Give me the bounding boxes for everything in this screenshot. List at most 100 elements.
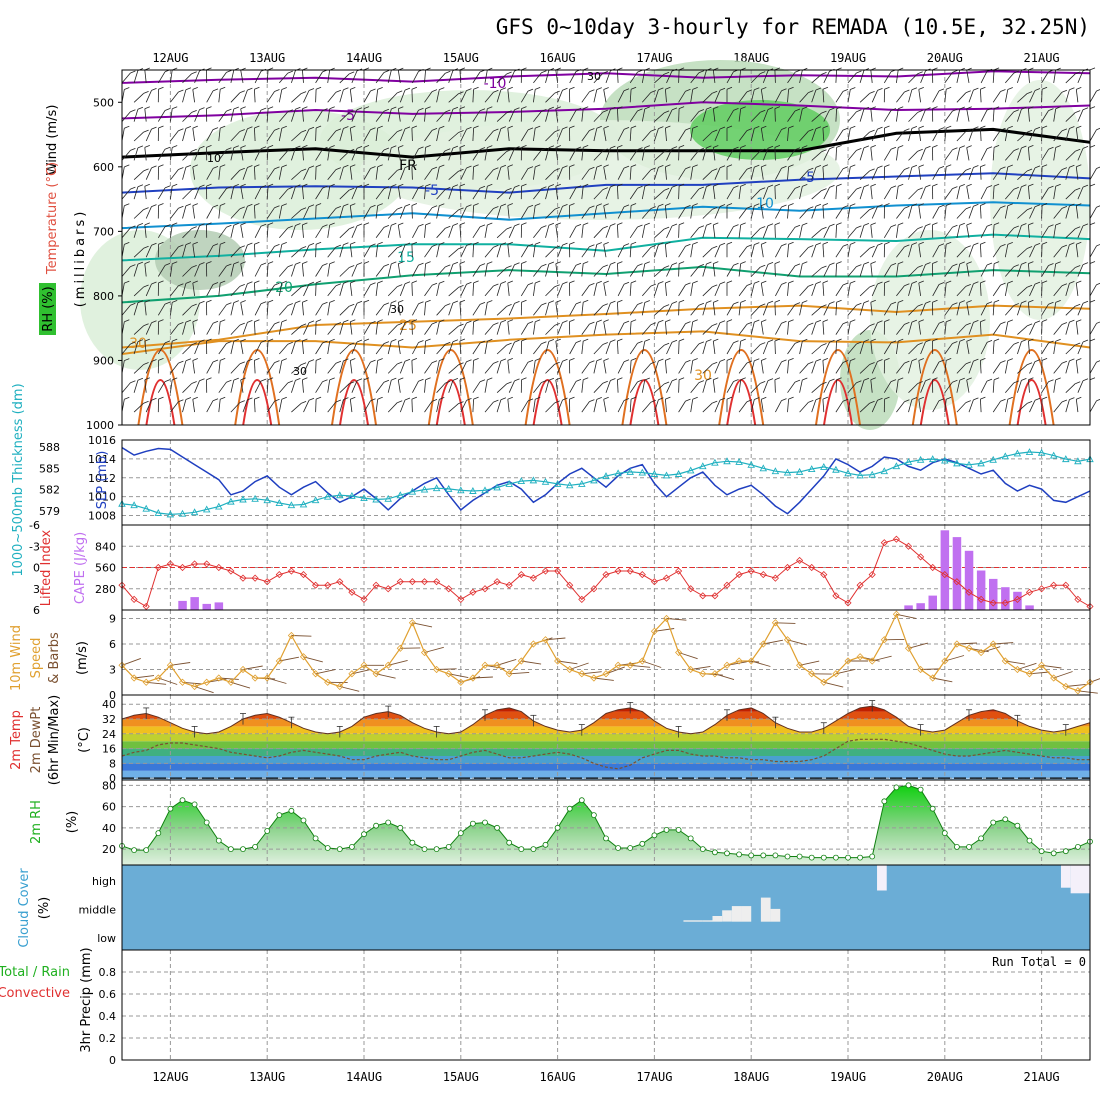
wind-barb <box>986 185 993 188</box>
wind-barb <box>185 126 192 129</box>
wind-barb <box>302 222 308 226</box>
wind-barb <box>575 224 582 227</box>
panel-frame <box>121 949 1091 1061</box>
wind-barb <box>690 89 694 103</box>
cape-bar <box>1001 587 1010 610</box>
wind-barb <box>918 358 924 361</box>
wind-barb <box>448 287 459 297</box>
wind-barb <box>993 183 1000 187</box>
wind-barb <box>473 203 479 206</box>
wind-barb <box>278 266 289 277</box>
wind-barb <box>610 107 616 110</box>
wind-barb <box>356 184 363 188</box>
wind-barb <box>836 183 842 187</box>
wind-barb <box>896 362 905 374</box>
wind-barb <box>938 166 945 169</box>
wind-barb <box>170 324 179 335</box>
wind-barb <box>194 148 200 161</box>
wind-barb <box>1000 282 1006 286</box>
wind-barb <box>754 242 760 245</box>
wind-barb <box>726 110 734 122</box>
wind-barb <box>351 264 358 277</box>
thickness-marker <box>662 471 671 479</box>
wind-barb <box>533 282 536 296</box>
wind-barb <box>908 189 918 200</box>
wind-barb <box>629 304 638 316</box>
wind-barb <box>965 129 971 132</box>
wind-barb <box>956 263 961 277</box>
wind-barb <box>738 186 742 200</box>
wind-barb <box>938 282 945 285</box>
wind-barb <box>750 244 755 258</box>
wind-barb <box>896 108 899 122</box>
wind-barb <box>740 145 746 148</box>
y-tick-label: 500 <box>93 96 114 109</box>
lifted-index-marker <box>457 595 465 603</box>
date-label-bottom: 19AUG <box>830 1070 866 1084</box>
wind-barb <box>240 261 246 265</box>
wind-barb <box>610 300 616 304</box>
cape-bar <box>190 597 199 610</box>
wind-barb <box>754 203 760 207</box>
wind-barb <box>240 224 244 238</box>
wind-barb <box>822 396 829 400</box>
cape-bar <box>1025 605 1034 610</box>
wind-barb <box>479 108 486 112</box>
wind-barb <box>788 280 794 284</box>
wind-barb <box>794 379 801 383</box>
wind-barb <box>1065 399 1070 413</box>
wind-barb <box>535 203 541 206</box>
wind-barb <box>1017 264 1022 277</box>
wind-barb <box>918 125 924 129</box>
wind-barb <box>404 87 411 91</box>
wind-barb <box>666 342 673 355</box>
lifted-index-marker <box>408 578 416 586</box>
wind-barb <box>399 206 406 219</box>
wind-barb <box>1000 360 1006 363</box>
wind-barb <box>829 107 835 111</box>
wind-barb <box>663 342 670 346</box>
thickness-marker <box>493 483 501 491</box>
wind-barb <box>610 378 616 381</box>
thickness-marker <box>820 462 828 470</box>
wind-barb <box>617 186 619 200</box>
wind-barb <box>452 339 459 343</box>
wind-barb <box>641 363 652 374</box>
wind-barb <box>644 222 650 226</box>
wind-barb <box>350 241 356 245</box>
wind-barb-10m <box>496 658 517 666</box>
wind-barb <box>239 90 245 94</box>
wind-barb <box>980 282 982 296</box>
wind-barb <box>363 106 370 109</box>
wind-barb <box>629 89 632 103</box>
wind-barb <box>871 128 878 142</box>
wind-barb <box>774 222 781 226</box>
wind-barb <box>247 320 253 323</box>
wind-barb <box>952 341 958 344</box>
date-label-bottom: 18AUG <box>733 1070 769 1084</box>
wind-barb <box>496 151 507 161</box>
wind-barb <box>1004 283 1009 296</box>
wind-barb <box>322 224 328 228</box>
wind-barb <box>654 267 665 277</box>
wind-barb <box>821 226 827 230</box>
wind-barb <box>863 377 870 381</box>
wind-barb <box>904 283 910 287</box>
wind-barb-10m <box>932 677 953 683</box>
wind-barb <box>1034 126 1041 130</box>
wind-barb <box>859 263 865 277</box>
lifted-index-marker <box>360 595 368 603</box>
wind-barb <box>170 147 173 161</box>
lifted-index-marker <box>1062 581 1070 589</box>
wind-barb <box>436 399 440 413</box>
lifted-index-marker <box>699 592 707 600</box>
wind10-axis-label-4: (m/s) <box>75 641 90 675</box>
wind-barb <box>1061 399 1068 403</box>
lifted-index-marker <box>227 567 235 575</box>
wind-barb <box>387 302 392 316</box>
wind-barb <box>944 304 953 316</box>
wind-tick-label: 3 <box>109 664 116 677</box>
lifted-index-marker <box>1074 595 1082 603</box>
wind-barb <box>194 225 200 238</box>
wind-barb <box>702 225 707 238</box>
